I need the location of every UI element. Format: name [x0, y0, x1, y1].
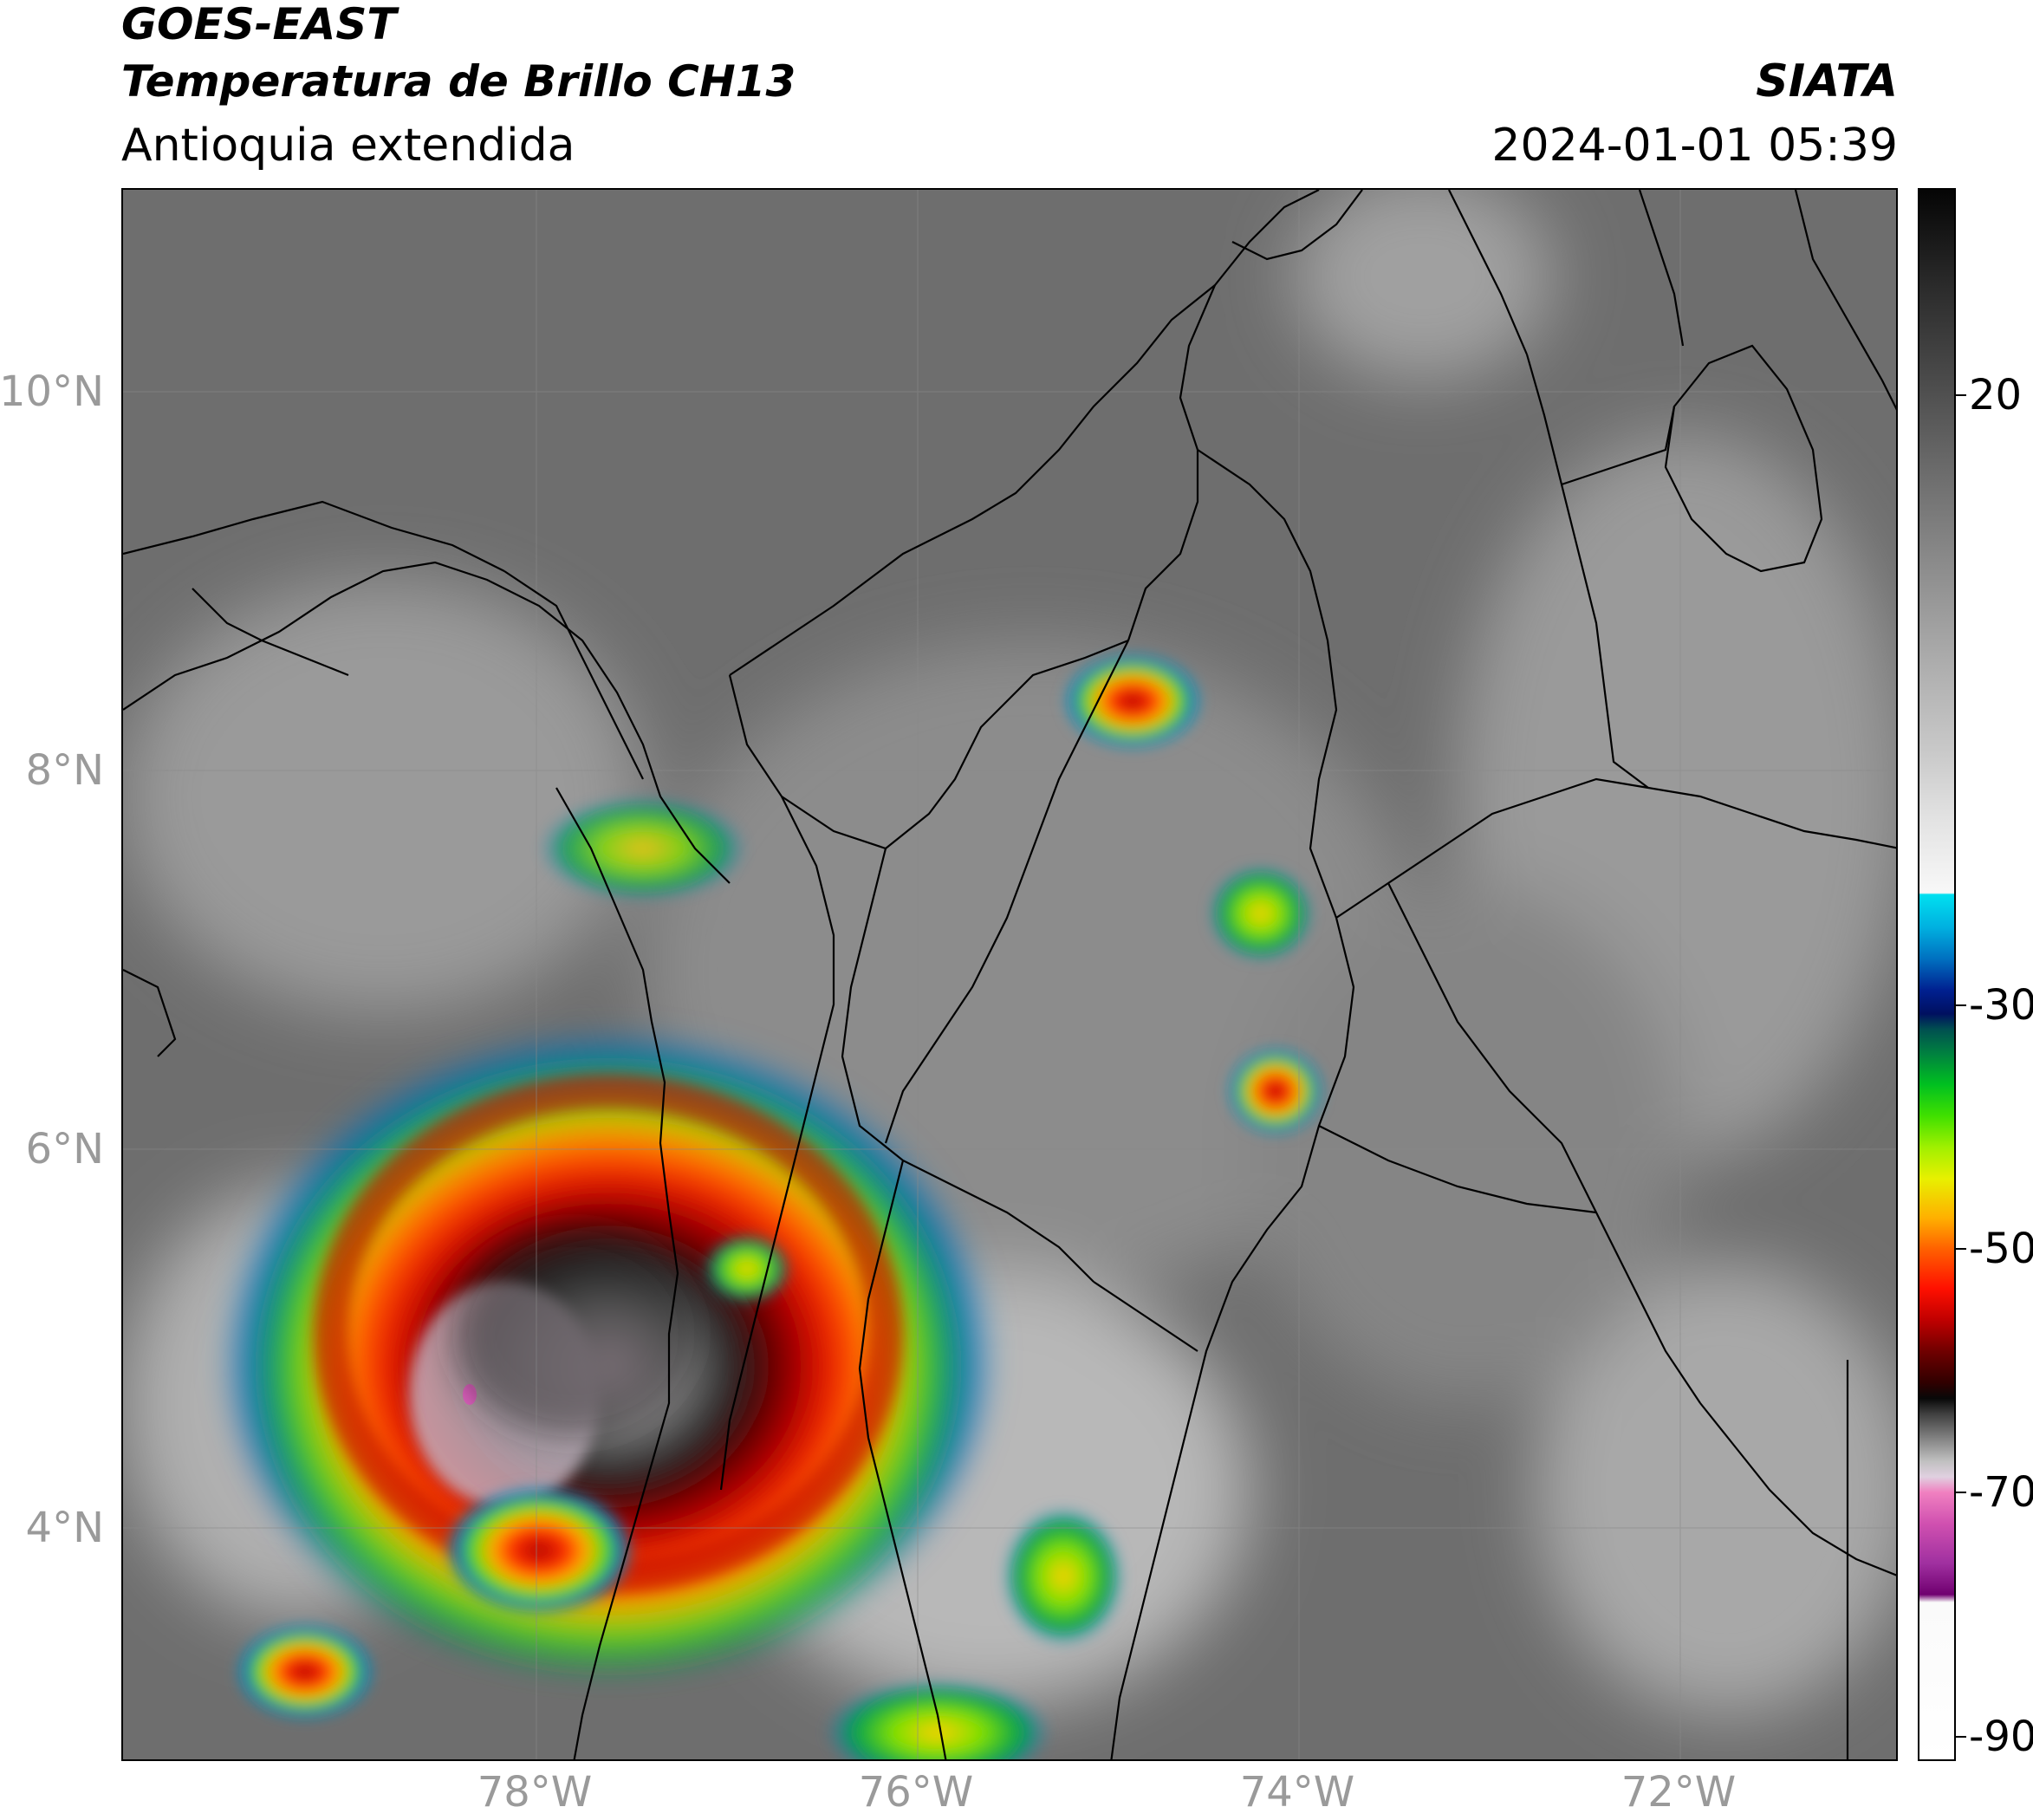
colorbar-tick-label: -90	[1969, 1712, 2033, 1761]
colorbar-tick	[1956, 1248, 1966, 1251]
satellite-map	[121, 188, 1898, 1761]
lon-label-72w: 72°W	[1621, 1768, 1737, 1817]
product-title: Temperatura de Brillo CH13	[121, 56, 796, 107]
lat-label-8n: 8°N	[25, 746, 104, 795]
graticule	[123, 190, 1896, 1759]
organization-name: SIATA	[1756, 55, 1898, 107]
colorbar-tick	[1956, 1004, 1966, 1006]
lon-label-74w: 74°W	[1239, 1768, 1355, 1817]
storm-cells	[236, 653, 1323, 1759]
colorbar-tick-label: -50	[1969, 1225, 2033, 1274]
lat-label-6n: 6°N	[25, 1125, 104, 1173]
timestamp: 2024-01-01 05:39	[1491, 120, 1898, 172]
colorbar-tick	[1956, 1492, 1966, 1494]
lon-label-76w: 76°W	[858, 1768, 974, 1817]
colorbar-tick	[1956, 394, 1966, 397]
lat-label-10n: 10°N	[0, 367, 104, 416]
lat-label-4n: 4°N	[25, 1504, 104, 1552]
region-subtitle: Antioquia extendida	[121, 120, 575, 172]
boundaries	[123, 190, 1896, 1759]
colorbar-tick-label: -70	[1969, 1468, 2033, 1518]
colorbar-tick-label: 20	[1969, 371, 2023, 420]
satellite-name: GOES-EAST	[121, 0, 397, 49]
temperature-colorbar	[1918, 188, 1956, 1761]
colorbar-tick-label: -30	[1969, 980, 2033, 1030]
lon-label-78w: 78°W	[477, 1768, 593, 1817]
map-canvas	[123, 190, 1896, 1759]
colorbar-tick	[1956, 1735, 1966, 1738]
